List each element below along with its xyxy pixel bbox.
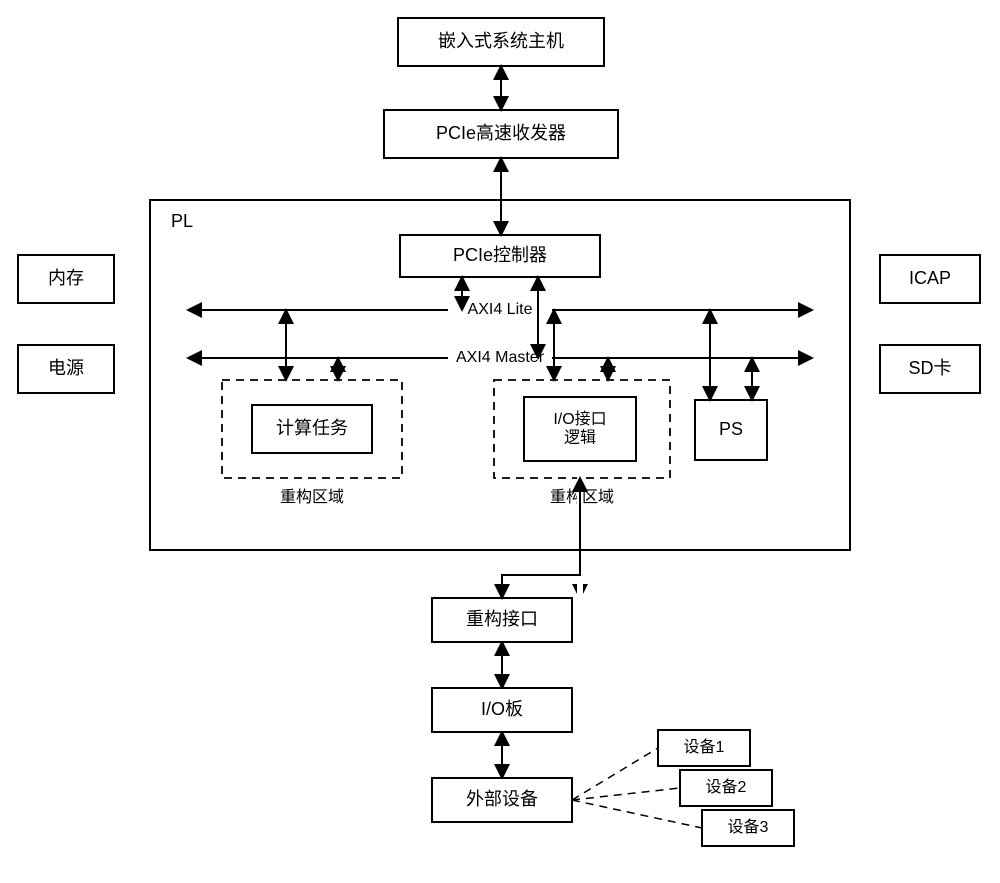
caption-compute_region: 重构区域: [280, 488, 344, 506]
label-ps: PS: [719, 419, 743, 439]
label-pl: PL: [171, 211, 193, 231]
bus-label-axi4_master: AXI4 Master: [456, 349, 545, 366]
label-icap: ICAP: [909, 268, 951, 288]
label-io_board: I/O板: [481, 699, 523, 719]
label-dev3: 设备3: [728, 818, 769, 836]
label-pcie_trx: PCIe高速收发器: [436, 123, 566, 143]
label-pcie_ctrl: PCIe控制器: [453, 245, 547, 265]
label-dev2: 设备2: [706, 778, 747, 796]
label-power: 电源: [48, 358, 84, 378]
label-mem: 内存: [48, 268, 84, 288]
label-dev1: 设备1: [684, 738, 725, 756]
label-sd: SD卡: [908, 358, 951, 378]
diagram-canvas: 内存电源 ICAP SD卡 嵌入式系统主机 PCIe高速收发器 PL PCIe控制器计算任务…: [0, 0, 1000, 883]
bus-label-axi4_lite: AXI4 Lite: [468, 301, 533, 318]
label-reconfig_if: 重构接口: [466, 609, 538, 629]
label-compute: 计算任务: [276, 418, 348, 438]
label-io_logic: 逻辑: [564, 428, 596, 446]
label-io_logic: I/O接口: [553, 410, 606, 428]
label-ext_dev: 外部设备: [466, 789, 538, 809]
label-host: 嵌入式系统主机: [438, 31, 564, 51]
